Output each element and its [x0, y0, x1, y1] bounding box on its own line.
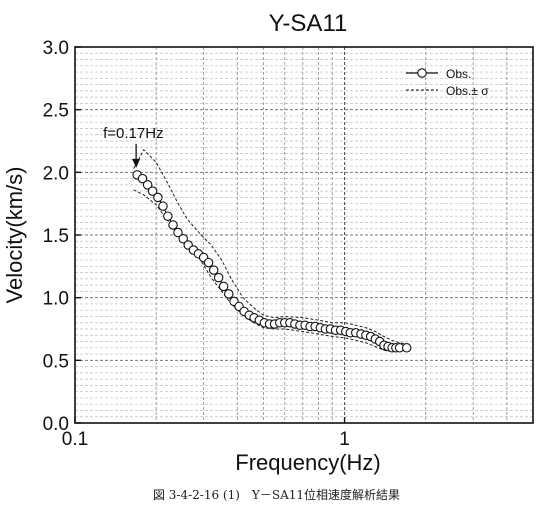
x-axis-label: Frequency(Hz): [235, 450, 380, 475]
chart-title: Y-SA11: [269, 10, 348, 37]
obs-point: [401, 343, 412, 353]
x-tick-label: 0.1: [62, 429, 88, 450]
obs-point: [142, 180, 153, 190]
y-axis-ticks: 0.0 0.5 1.0 1.5 2.0 2.5 3.0: [43, 38, 81, 435]
legend-sigma-label: Obs.± σ: [446, 84, 489, 98]
y-tick-label: 2.5: [43, 101, 69, 122]
x-axis-ticks: 0.1 1: [62, 417, 350, 450]
y-tick-label: 1.5: [43, 226, 69, 247]
obs-point: [168, 220, 178, 230]
annotation-arrow-head: [132, 158, 141, 168]
y-tick-label: 3.0: [43, 38, 69, 59]
annotation-label: f=0.17Hz: [103, 125, 163, 142]
obs-point: [208, 265, 219, 275]
obs-point: [224, 289, 234, 299]
frequency-annotation: f=0.17Hz: [103, 125, 164, 168]
plot-frame: [74, 46, 534, 424]
obs-point: [173, 227, 183, 238]
obs-point: [213, 272, 224, 283]
obs-point: [158, 201, 168, 211]
legend-obs-label: Obs.: [446, 67, 471, 81]
obs-point: [203, 257, 214, 268]
obs-point: [147, 186, 158, 196]
obs-point: [178, 234, 188, 244]
legend: Obs. Obs.± σ: [406, 67, 489, 98]
obs-point: [153, 192, 163, 203]
obs-point: [218, 281, 229, 292]
obs-point: [163, 211, 173, 221]
obs-series: [132, 170, 412, 353]
x-tick-label: 1: [339, 429, 350, 450]
y-tick-label: 0.0: [43, 414, 69, 435]
sigma-upper-line: [133, 148, 407, 345]
y-axis-label: Velocity(km/s): [2, 167, 27, 304]
y-tick-label: 2.0: [43, 163, 69, 184]
grid-lines: [75, 47, 534, 423]
legend-obs-marker: [417, 68, 427, 78]
obs-point: [137, 173, 148, 184]
figure-caption: 図 3-4-2-16 (1) Y－SA11位相速度解析結果: [152, 488, 401, 502]
y-tick-label: 1.0: [43, 289, 69, 310]
y-tick-label: 0.5: [43, 351, 69, 372]
